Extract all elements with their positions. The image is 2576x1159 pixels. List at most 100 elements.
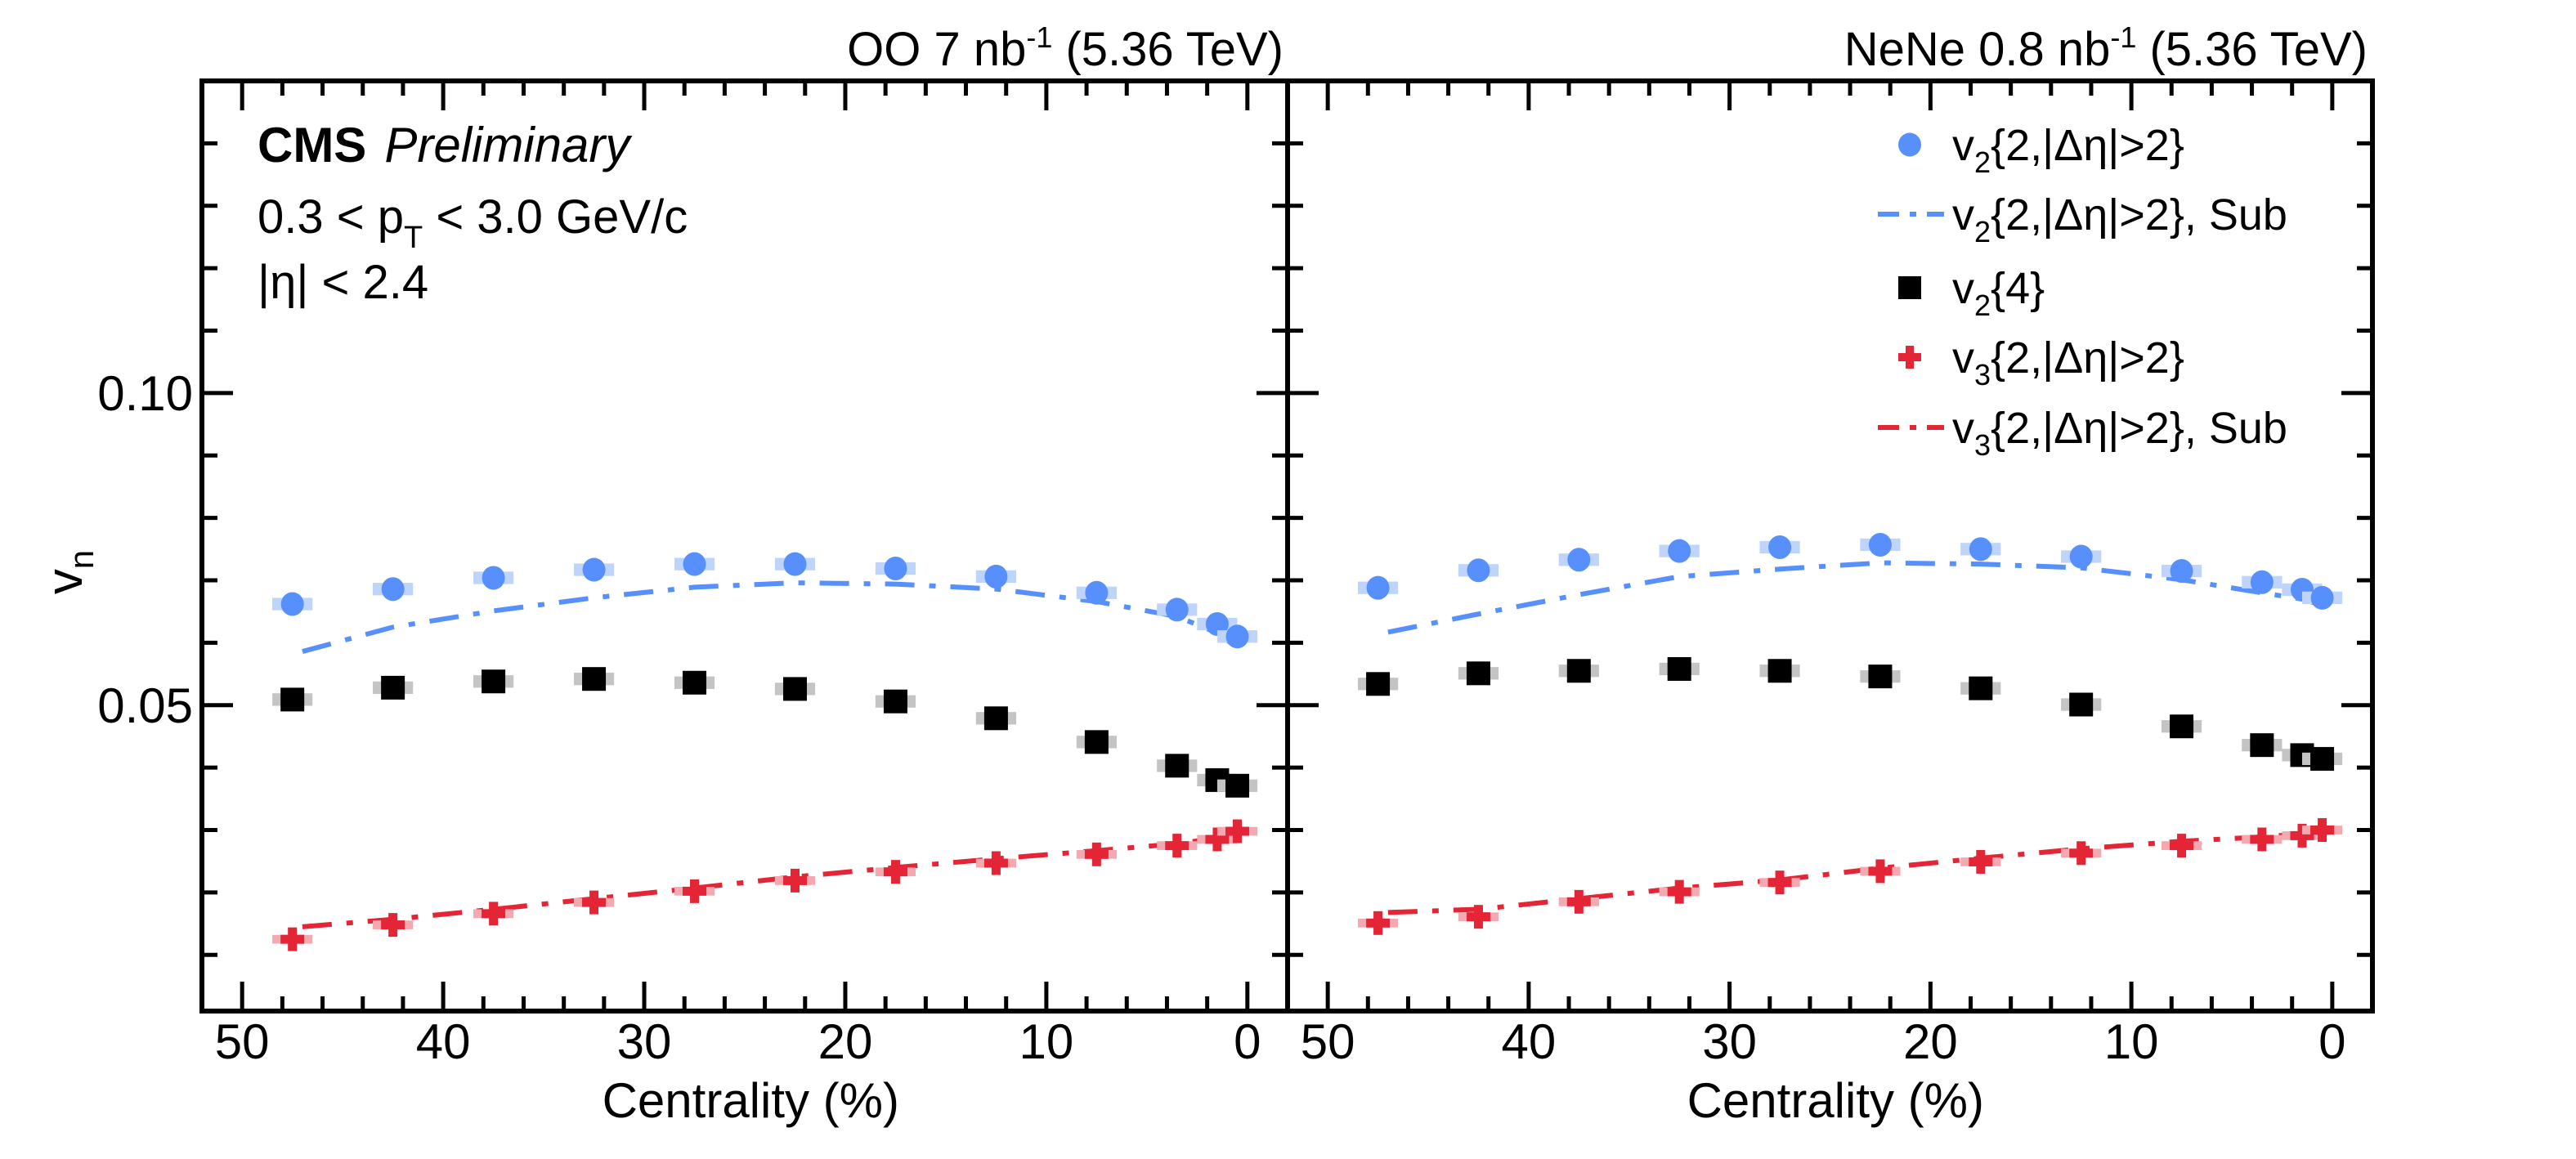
data-point-circle [2170,559,2193,584]
series-v3_2 [272,819,1258,951]
data-point-cross [2250,827,2274,852]
data-point-cross [983,851,1008,875]
y-axis-ticks: 0.05 0.10 [97,141,1288,957]
data-point-cross [782,868,807,893]
data-point-square [1084,730,1109,754]
x-tick-label: 40 [1502,1014,1557,1069]
cross-v [790,868,800,893]
cross-v [1906,346,1914,369]
cross-v [2318,818,2327,843]
data-point-cross [1767,870,1792,895]
y-tick-label: 0.10 [97,366,193,421]
series-v2_4 [272,667,1258,798]
series-v3_2 [1357,818,2343,935]
legend-entry-v2_2: v2{2,|Δη|>2} [1898,121,2184,179]
x-tick-label: 0 [2318,1014,2345,1069]
x-tick-label: 20 [818,1014,873,1069]
x-tick-label: 30 [617,1014,672,1069]
data-point-square [1165,754,1189,778]
series-v2_4 [1357,656,2343,771]
y-axis-label: vn [37,550,101,594]
series-v2_2 [1357,532,2343,610]
sub-line-v3 [1387,827,2323,915]
cross-v [1976,849,1986,874]
data-point-square [2250,733,2274,758]
x-tick-label: 50 [215,1014,270,1069]
x-tick-label: 30 [1702,1014,1757,1069]
x-axis-label-nene: Centrality (%) [1687,1073,1984,1128]
panel-title-nene: NeNe 0.8 nb-1 (5.36 TeV) [1844,20,2368,76]
data-point-circle [2310,585,2334,610]
y-tick-label: 0.05 [97,678,193,733]
cross-v [288,927,298,951]
plot-frame [1285,78,2375,1014]
data-point-cross [1205,827,1230,852]
cross-v [489,902,499,926]
data-point-square [2170,714,2194,739]
data-point-circle [482,566,505,590]
cross-v [1091,842,1101,866]
data-point-cross [2069,841,2094,866]
data-point-circle [381,577,405,602]
data-point-circle [582,557,606,582]
cross-v [2076,841,2086,866]
data-point-square [1366,672,1391,696]
sub-line-v2 [1387,560,2323,635]
data-point-square [1969,676,1993,700]
eta-range-label: |η| < 2.4 [258,256,428,309]
cross-v [890,860,900,884]
data-point-cross [2290,823,2314,848]
legend-label: v2{2,|Δη|>2} [1952,121,2184,179]
data-point-square [1225,773,1250,798]
data-point-square [1466,661,1490,686]
data-point-square [582,667,607,691]
cross-v [388,913,398,937]
cross-v [690,879,700,903]
data-point-circle [1225,624,1249,649]
x-axis-ticks: 50 40 30 20 10 0 [215,81,1261,1069]
data-point-circle [1366,575,1390,600]
panel-nene: 50 40 30 20 10 0 [1285,78,2375,1069]
data-point-cross [582,890,607,915]
cross-v [1574,889,1584,914]
x-axis-label-oo: Centrality (%) [603,1073,899,1128]
cross-v [1212,827,1222,852]
legend-circle-icon [1898,132,1921,157]
data-point-square [683,670,707,695]
data-point-cross [381,913,405,937]
x-tick-label: 10 [1019,1014,1074,1069]
data-point-circle [1969,537,1992,562]
data-point-circle [280,592,304,616]
panel-oo: 50 40 30 20 10 0 0.05 0.10 [97,78,1290,1069]
data-point-cross [2170,834,2194,858]
legend-cross-icon [1898,346,1921,369]
x-tick-label: 0 [1234,1014,1261,1069]
data-point-square [1767,659,1792,683]
data-point-square [983,706,1008,731]
data-point-circle [984,564,1008,588]
data-point-cross [1969,849,1993,874]
experiment-label: CMS Preliminary [258,118,633,172]
data-point-circle [783,552,807,576]
sub-line-v2 [302,580,1239,654]
data-point-cross [1366,911,1391,935]
x-tick-label: 40 [416,1014,471,1069]
cross-v [1473,905,1483,929]
data-point-cross [280,927,305,951]
legend-label: v2{2,|Δη|>2}, Sub [1952,190,2287,248]
cross-v [589,890,599,915]
data-point-square [2069,692,2094,717]
data-point-cross [1225,819,1250,844]
data-point-circle [884,556,907,580]
panels: 50 40 30 20 10 0 0.05 0.10 50 40 30 20 10 0 [97,78,2375,1069]
cross-v [1233,819,1243,844]
legend-label: v3{2,|Δη|>2}, Sub [1952,404,2287,462]
legend-square-icon [1898,276,1921,299]
panel-title-oo: OO 7 nb-1 (5.36 TeV) [847,20,1284,76]
data-point-cross [1084,842,1109,866]
cross-v [1373,911,1383,935]
x-tick-label: 20 [1903,1014,1958,1069]
data-point-circle [1205,611,1229,636]
x-axis-ticks: 50 40 30 20 10 0 [1301,81,2346,1069]
